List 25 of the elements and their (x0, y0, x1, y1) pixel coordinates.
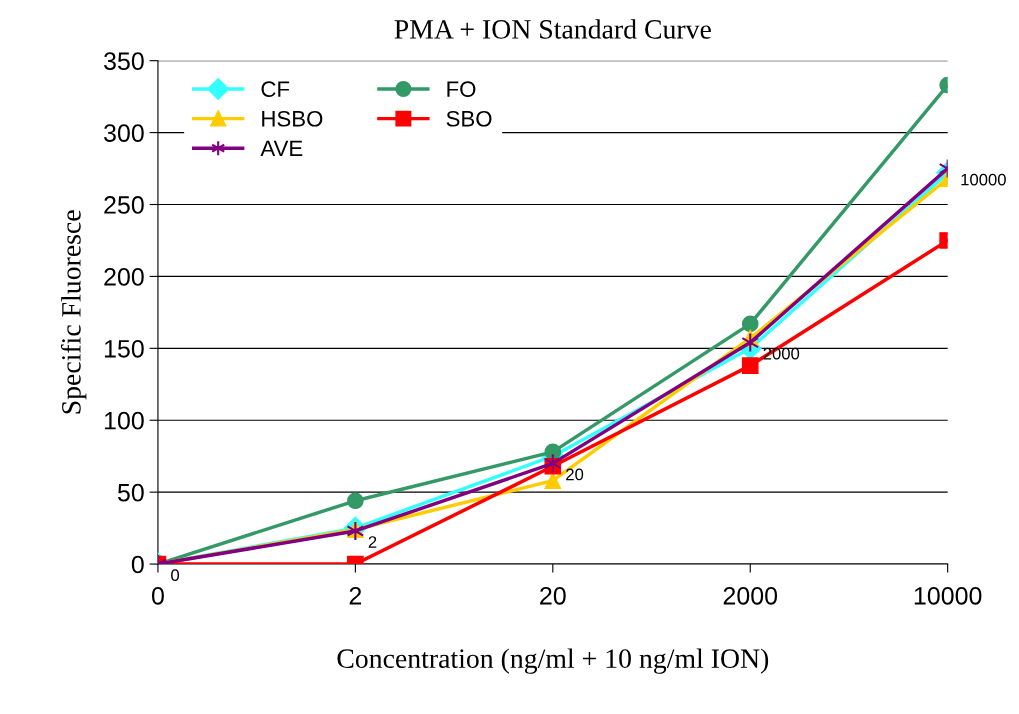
legend-label: AVE (260, 140, 303, 156)
annotation: 2 (368, 536, 377, 548)
y-tick-label: 0 (131, 555, 144, 574)
legend-label: FO (447, 81, 476, 98)
annotation: 0 (171, 569, 180, 582)
x-axis-title: Concentration (ng/ml + 10 ng/ml ION) (337, 648, 769, 674)
legend-label: SBO (446, 110, 492, 127)
y-tick-label: 150 (104, 339, 144, 358)
y-tick-label: 200 (104, 268, 144, 286)
annotation: 20 (566, 468, 584, 481)
legend-label: CF (261, 81, 290, 98)
x-tick-label: 2 (349, 586, 362, 605)
x-tick-label: 10000 (914, 586, 982, 605)
y-axis-title: Specific Fluoresce (60, 210, 87, 414)
x-tick-label: 2000 (723, 586, 778, 605)
annotation: 10000 (961, 173, 1006, 186)
chart-title: PMA + ION Standard Curve (394, 19, 711, 39)
legend-label: HSBO (262, 110, 323, 127)
y-tick-label: 250 (104, 196, 144, 214)
y-tick-label: 50 (117, 483, 144, 502)
y-tick-label: 300 (104, 124, 144, 142)
y-tick-label: 100 (104, 411, 144, 430)
x-tick-label: 0 (151, 586, 164, 605)
x-tick-label: 20 (540, 586, 566, 605)
y-tick-label: 350 (104, 52, 144, 70)
